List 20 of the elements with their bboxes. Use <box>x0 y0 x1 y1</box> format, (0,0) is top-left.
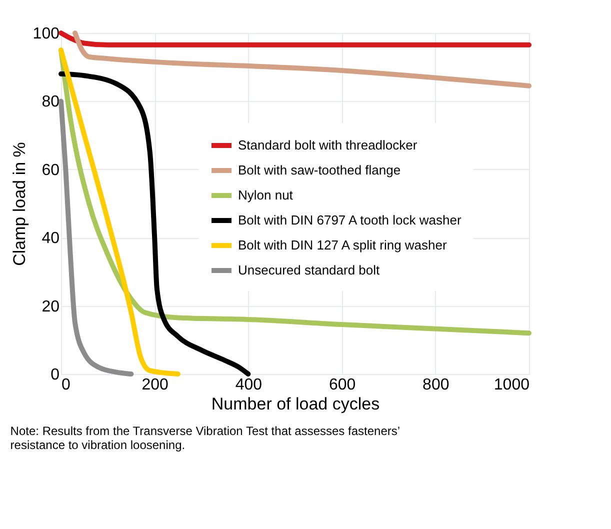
y-tick-label: 60 <box>42 162 60 179</box>
legend-label: Nylon nut <box>238 188 294 202</box>
legend-label: Unsecured standard bolt <box>238 262 380 278</box>
y-tick-label: 40 <box>42 230 60 248</box>
x-tick-label: 400 <box>235 376 262 394</box>
x-axis-title: Number of load cycles <box>211 394 380 414</box>
y-tick-label: 20 <box>42 298 60 316</box>
x-tick-label: 1000 <box>494 376 530 394</box>
y-axis-title: Clamp load in % <box>10 142 29 266</box>
legend-label: Bolt with saw-toothed flange <box>238 162 401 178</box>
text: Note: Results from the Transverse Vibration Test that assesses fasteners’ resistance to vibration loosening. <box>10 424 400 452</box>
x-tick-label: 200 <box>142 376 169 394</box>
x-tick-label: 0 <box>62 376 70 394</box>
y-tick-label: 100 <box>32 26 60 42</box>
x-tick-label: 800 <box>422 376 450 394</box>
legend-label: Bolt with DIN 6797 A tooth lock washer <box>238 212 462 228</box>
x-tick-label: 600 <box>328 376 356 394</box>
legend-label: Standard bolt with threadlocker <box>238 138 418 152</box>
y-tick-label: 80 <box>42 94 60 111</box>
legend-label: Bolt with DIN 127 A split ring washer <box>238 238 448 252</box>
